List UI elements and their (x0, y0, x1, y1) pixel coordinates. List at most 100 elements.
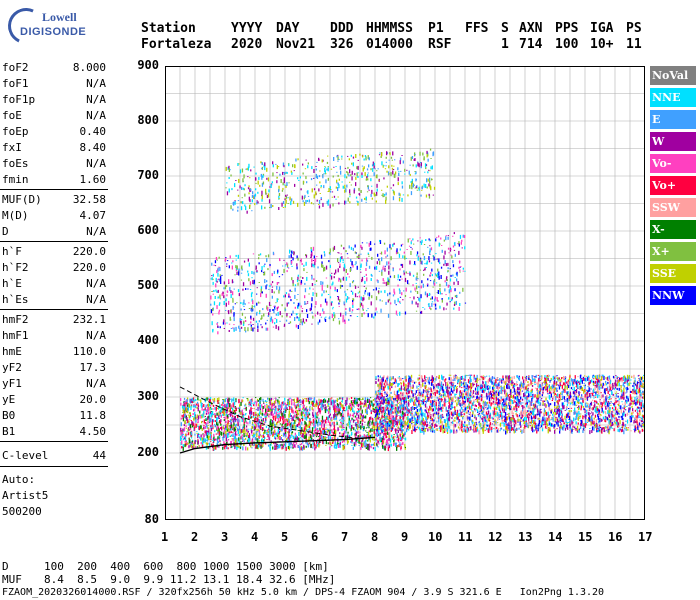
echo-trace-pixel (429, 274, 431, 277)
echo-trace-pixel (276, 446, 278, 450)
echo-trace-pixel (273, 426, 275, 429)
echo-trace-pixel (283, 323, 286, 327)
echo-trace-pixel (356, 412, 358, 416)
echo-trace-pixel (624, 406, 626, 409)
echo-trace-pixel (333, 428, 335, 431)
echo-trace-pixel (343, 407, 345, 410)
echo-trace-pixel (266, 319, 268, 321)
echo-trace-pixel (228, 323, 231, 325)
param-value: N/A (86, 377, 106, 390)
echo-trace-pixel (186, 404, 189, 407)
echo-trace-pixel (327, 420, 329, 423)
echo-trace-pixel (451, 297, 453, 300)
echo-trace-pixel (268, 312, 270, 316)
echo-trace-pixel (372, 425, 374, 429)
echo-trace-pixel (248, 401, 251, 404)
echo-trace-pixel (253, 306, 255, 307)
echo-trace-pixel (374, 447, 376, 452)
echo-trace-pixel (329, 316, 331, 320)
echo-trace-pixel (366, 434, 369, 437)
echo-trace-pixel (356, 166, 358, 170)
echo-trace-pixel (412, 274, 415, 277)
echo-trace-pixel (331, 196, 333, 198)
echo-trace-pixel (226, 409, 228, 414)
echo-trace-pixel (300, 404, 302, 406)
echo-trace-pixel (308, 426, 311, 429)
echo-trace-pixel (256, 428, 258, 433)
echo-trace-pixel (429, 240, 431, 242)
echo-trace-pixel (327, 166, 329, 168)
echo-trace-pixel (237, 407, 239, 409)
echo-trace-pixel (320, 281, 322, 285)
echo-trace-pixel (243, 439, 245, 441)
echo-trace-pixel (384, 282, 386, 284)
echo-trace-pixel (304, 301, 306, 305)
echo-trace-pixel (402, 424, 404, 428)
echo-trace-pixel (393, 288, 395, 293)
echo-trace-pixel (433, 303, 435, 305)
echo-trace-pixel (456, 421, 458, 424)
echo-trace-pixel (361, 440, 363, 443)
echo-trace-pixel (382, 282, 384, 284)
echo-trace-pixel (296, 409, 298, 411)
echo-trace-pixel (329, 413, 331, 416)
echo-trace-pixel (308, 434, 310, 436)
echo-trace-pixel (291, 409, 293, 413)
echo-trace-pixel (365, 409, 368, 414)
echo-trace-pixel (348, 158, 350, 161)
echo-trace-pixel (321, 263, 323, 268)
echo-trace-pixel (392, 426, 394, 429)
header-label-ffs: FFS (465, 21, 489, 36)
echo-trace-pixel (323, 173, 325, 175)
echo-trace-pixel (288, 442, 290, 444)
echo-trace-pixel (377, 280, 379, 284)
echo-trace-pixel (445, 282, 448, 286)
echo-trace-pixel (191, 397, 193, 401)
echo-trace-pixel (282, 171, 284, 175)
echo-trace-pixel (288, 438, 290, 442)
echo-trace-pixel (397, 251, 399, 254)
echo-trace-pixel (367, 185, 369, 190)
echo-trace-pixel (344, 184, 346, 189)
echo-trace-pixel (304, 409, 306, 411)
echo-trace-pixel (283, 428, 285, 430)
echo-trace-pixel (319, 427, 321, 431)
echo-trace-pixel (356, 413, 359, 415)
echo-trace-pixel (264, 162, 266, 167)
echo-trace-pixel (216, 433, 218, 435)
echo-trace-pixel (384, 414, 386, 416)
echo-trace-pixel (429, 280, 432, 282)
echo-trace-pixel (265, 188, 267, 193)
echo-trace-pixel (269, 285, 271, 287)
echo-trace-pixel (309, 406, 311, 408)
echo-trace-pixel (266, 417, 268, 419)
echo-trace-pixel (601, 374, 603, 378)
echo-trace-pixel (421, 400, 423, 405)
echo-trace-pixel (312, 418, 315, 423)
echo-trace-pixel (339, 444, 341, 448)
echo-trace-pixel (311, 427, 314, 432)
echo-trace-pixel (256, 438, 258, 442)
echo-trace-pixel (352, 281, 354, 284)
echo-trace-pixel (248, 185, 250, 188)
echo-trace-pixel (277, 433, 280, 438)
echo-trace-pixel (269, 309, 271, 312)
echo-trace-pixel (429, 250, 431, 255)
echo-trace-pixel (217, 423, 219, 426)
echo-trace-pixel (386, 185, 388, 188)
echo-trace-pixel (267, 268, 269, 271)
echo-trace-pixel (249, 323, 251, 325)
echo-trace-pixel (285, 440, 287, 442)
echo-trace-pixel (454, 277, 456, 278)
logo-line1: Lowell (42, 10, 77, 24)
echo-trace-pixel (385, 400, 387, 405)
echo-trace-pixel (190, 398, 192, 403)
echo-trace-pixel (302, 400, 304, 405)
echo-trace-pixel (306, 302, 309, 304)
echo-trace-pixel (261, 162, 263, 165)
echo-trace-pixel (284, 409, 287, 413)
echo-trace-pixel (276, 177, 278, 178)
echo-trace-pixel (216, 280, 218, 283)
echo-trace-pixel (375, 194, 377, 197)
param-name: yE (2, 393, 16, 406)
